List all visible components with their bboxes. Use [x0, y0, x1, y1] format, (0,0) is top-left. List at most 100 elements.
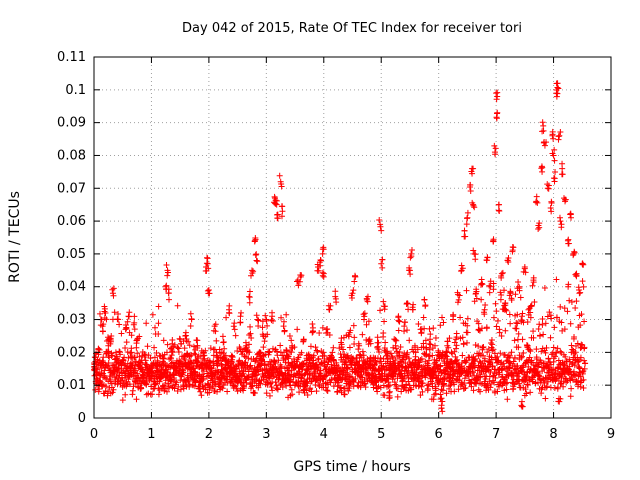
data-point — [571, 350, 578, 357]
data-point — [249, 270, 256, 277]
data-point — [429, 370, 436, 377]
data-point — [219, 385, 226, 392]
data-point — [232, 332, 239, 339]
x-tick-label: 9 — [607, 427, 615, 442]
data-point — [524, 319, 531, 326]
data-point — [444, 356, 451, 363]
data-point — [154, 362, 161, 369]
data-point — [392, 336, 399, 343]
data-point — [109, 286, 116, 293]
data-point — [246, 349, 253, 356]
data-point — [253, 251, 260, 258]
data-point — [356, 351, 363, 358]
data-point — [486, 289, 493, 296]
data-point — [511, 337, 518, 344]
data-point — [476, 358, 483, 365]
data-point — [429, 352, 436, 359]
data-point — [548, 198, 555, 205]
data-point — [521, 265, 528, 272]
data-point — [445, 344, 452, 351]
data-point — [134, 335, 141, 342]
data-point — [487, 283, 494, 290]
data-point — [183, 336, 190, 343]
data-point — [219, 333, 226, 340]
data-point — [130, 373, 137, 380]
data-point — [459, 352, 466, 359]
data-point — [501, 376, 508, 383]
data-point — [571, 362, 578, 369]
y-tick-label: 0.04 — [57, 280, 86, 295]
data-point — [133, 396, 140, 403]
data-point — [501, 302, 508, 309]
data-point — [314, 348, 321, 355]
data-point — [494, 388, 501, 395]
data-point — [231, 326, 238, 333]
data-point — [190, 343, 197, 350]
data-point — [317, 262, 324, 269]
data-point — [351, 273, 358, 280]
y-tick-label: 0.05 — [57, 247, 86, 262]
data-point — [205, 287, 212, 294]
data-point — [288, 349, 295, 356]
data-point — [167, 345, 174, 352]
data-point — [400, 376, 407, 383]
data-point — [337, 384, 344, 391]
data-point — [170, 374, 177, 381]
data-point — [422, 302, 429, 309]
data-point — [464, 209, 471, 216]
data-point — [224, 388, 231, 395]
data-point — [581, 318, 588, 325]
data-point — [522, 372, 529, 379]
data-point — [504, 396, 511, 403]
data-point — [489, 341, 496, 348]
data-point — [408, 386, 415, 393]
data-point — [569, 346, 576, 353]
data-point — [253, 257, 260, 264]
data-point — [348, 360, 355, 367]
data-point — [490, 236, 497, 243]
data-point — [559, 171, 566, 178]
data-point — [305, 351, 312, 358]
data-point — [479, 281, 486, 288]
data-point — [171, 385, 178, 392]
data-point — [237, 313, 244, 320]
data-point — [165, 289, 172, 296]
data-point — [205, 381, 212, 388]
data-point — [187, 323, 194, 330]
data-point — [271, 193, 278, 200]
data-point — [556, 214, 563, 221]
data-point — [329, 349, 336, 356]
data-point — [486, 282, 493, 289]
data-point — [278, 213, 285, 220]
data-point — [345, 387, 352, 394]
data-point — [177, 386, 184, 393]
data-point — [470, 387, 477, 394]
data-point — [286, 378, 293, 385]
data-point — [246, 299, 253, 306]
data-point — [439, 408, 446, 415]
data-point — [564, 308, 571, 315]
data-point — [284, 353, 291, 360]
data-point — [565, 236, 572, 243]
data-point — [438, 395, 445, 402]
data-point — [286, 372, 293, 379]
data-point — [511, 354, 518, 361]
data-point — [478, 296, 485, 303]
data-point — [319, 246, 326, 253]
data-point — [524, 381, 531, 388]
data-point — [458, 262, 465, 269]
data-point — [131, 326, 138, 333]
data-point — [196, 385, 203, 392]
data-point — [234, 373, 241, 380]
data-point — [249, 373, 256, 380]
data-point — [464, 215, 471, 222]
data-point — [481, 355, 488, 362]
data-point — [527, 358, 534, 365]
data-point — [404, 300, 411, 307]
data-point — [403, 381, 410, 388]
data-point — [401, 328, 408, 335]
data-point — [397, 343, 404, 350]
data-point — [567, 211, 574, 218]
data-point — [343, 354, 350, 361]
data-point — [199, 377, 206, 384]
